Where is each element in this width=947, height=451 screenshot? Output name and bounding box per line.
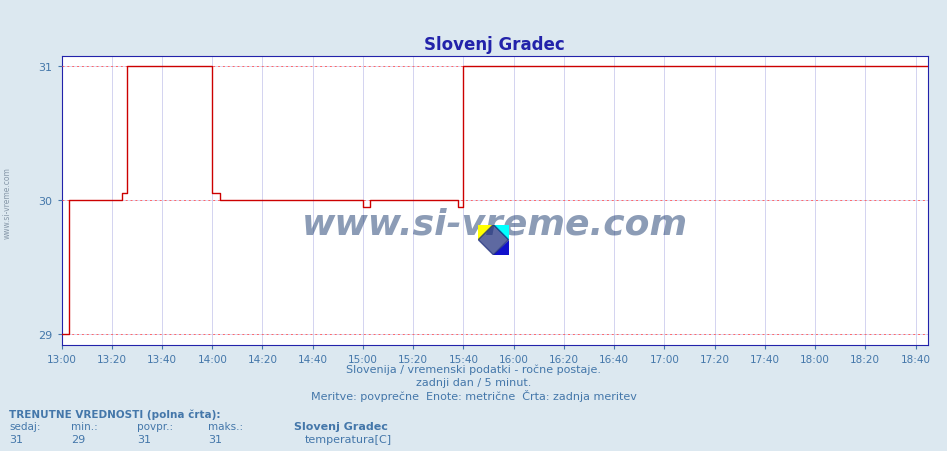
Text: Meritve: povprečne  Enote: metrične  Črta: zadnja meritev: Meritve: povprečne Enote: metrične Črta:… xyxy=(311,389,636,401)
Text: 31: 31 xyxy=(9,434,24,444)
Text: zadnji dan / 5 minut.: zadnji dan / 5 minut. xyxy=(416,377,531,387)
Title: Slovenj Gradec: Slovenj Gradec xyxy=(424,36,565,53)
Text: temperatura[C]: temperatura[C] xyxy=(305,434,392,444)
Text: 31: 31 xyxy=(208,434,223,444)
Text: www.si-vreme.com: www.si-vreme.com xyxy=(302,207,688,241)
Text: 31: 31 xyxy=(137,434,152,444)
Text: Slovenj Gradec: Slovenj Gradec xyxy=(294,421,387,431)
Text: min.:: min.: xyxy=(71,421,98,431)
Text: povpr.:: povpr.: xyxy=(137,421,173,431)
Polygon shape xyxy=(478,225,493,240)
Text: www.si-vreme.com: www.si-vreme.com xyxy=(3,167,12,239)
Polygon shape xyxy=(478,225,509,255)
Polygon shape xyxy=(493,240,509,255)
Text: maks.:: maks.: xyxy=(208,421,243,431)
Text: sedaj:: sedaj: xyxy=(9,421,41,431)
Text: Slovenija / vremenski podatki - ročne postaje.: Slovenija / vremenski podatki - ročne po… xyxy=(346,364,601,374)
Text: 29: 29 xyxy=(71,434,85,444)
Polygon shape xyxy=(493,225,509,240)
Text: TRENUTNE VREDNOSTI (polna črta):: TRENUTNE VREDNOSTI (polna črta): xyxy=(9,409,221,419)
